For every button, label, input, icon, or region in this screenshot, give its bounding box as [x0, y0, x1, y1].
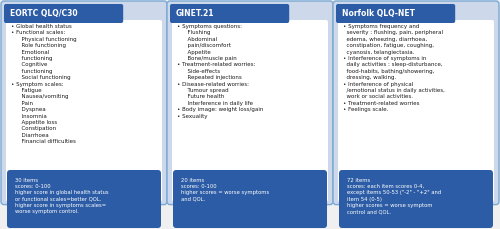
FancyBboxPatch shape — [172, 20, 328, 202]
FancyBboxPatch shape — [1, 1, 167, 204]
Text: 72 items
scores: each item scores 0-4,
except items 50-53 ("-2" - "+2" and
item : 72 items scores: each item scores 0-4, e… — [347, 178, 442, 214]
Text: • Symptoms questions:
      Flushing
      Abdominal
      pain/discomfort
     : • Symptoms questions: Flushing Abdominal… — [177, 24, 264, 119]
Text: 20 items
scores: 0-100
higher scores = worse symptoms
and QOL.: 20 items scores: 0-100 higher scores = w… — [181, 178, 269, 202]
FancyBboxPatch shape — [336, 4, 455, 23]
FancyBboxPatch shape — [333, 1, 499, 204]
FancyBboxPatch shape — [338, 20, 494, 202]
Text: 30 items
scores: 0-100
higher score in global health status
or functional scales: 30 items scores: 0-100 higher score in g… — [15, 178, 108, 214]
FancyBboxPatch shape — [4, 4, 123, 23]
FancyBboxPatch shape — [173, 170, 327, 228]
Text: • Global health status
• Functional scales:
      Physical functioning
      Rol: • Global health status • Functional scal… — [11, 24, 76, 144]
FancyBboxPatch shape — [167, 1, 333, 204]
Text: • Symptoms frequency and
  severity : flushing, pain, peripheral
  edema, wheezi: • Symptoms frequency and severity : flus… — [343, 24, 445, 112]
Text: GINET.21: GINET.21 — [176, 9, 214, 18]
Text: EORTC QLQ/C30: EORTC QLQ/C30 — [10, 9, 78, 18]
FancyBboxPatch shape — [6, 20, 162, 202]
FancyBboxPatch shape — [7, 170, 161, 228]
FancyBboxPatch shape — [170, 4, 289, 23]
Text: Norfolk QLQ-NET: Norfolk QLQ-NET — [342, 9, 415, 18]
FancyBboxPatch shape — [339, 170, 493, 228]
